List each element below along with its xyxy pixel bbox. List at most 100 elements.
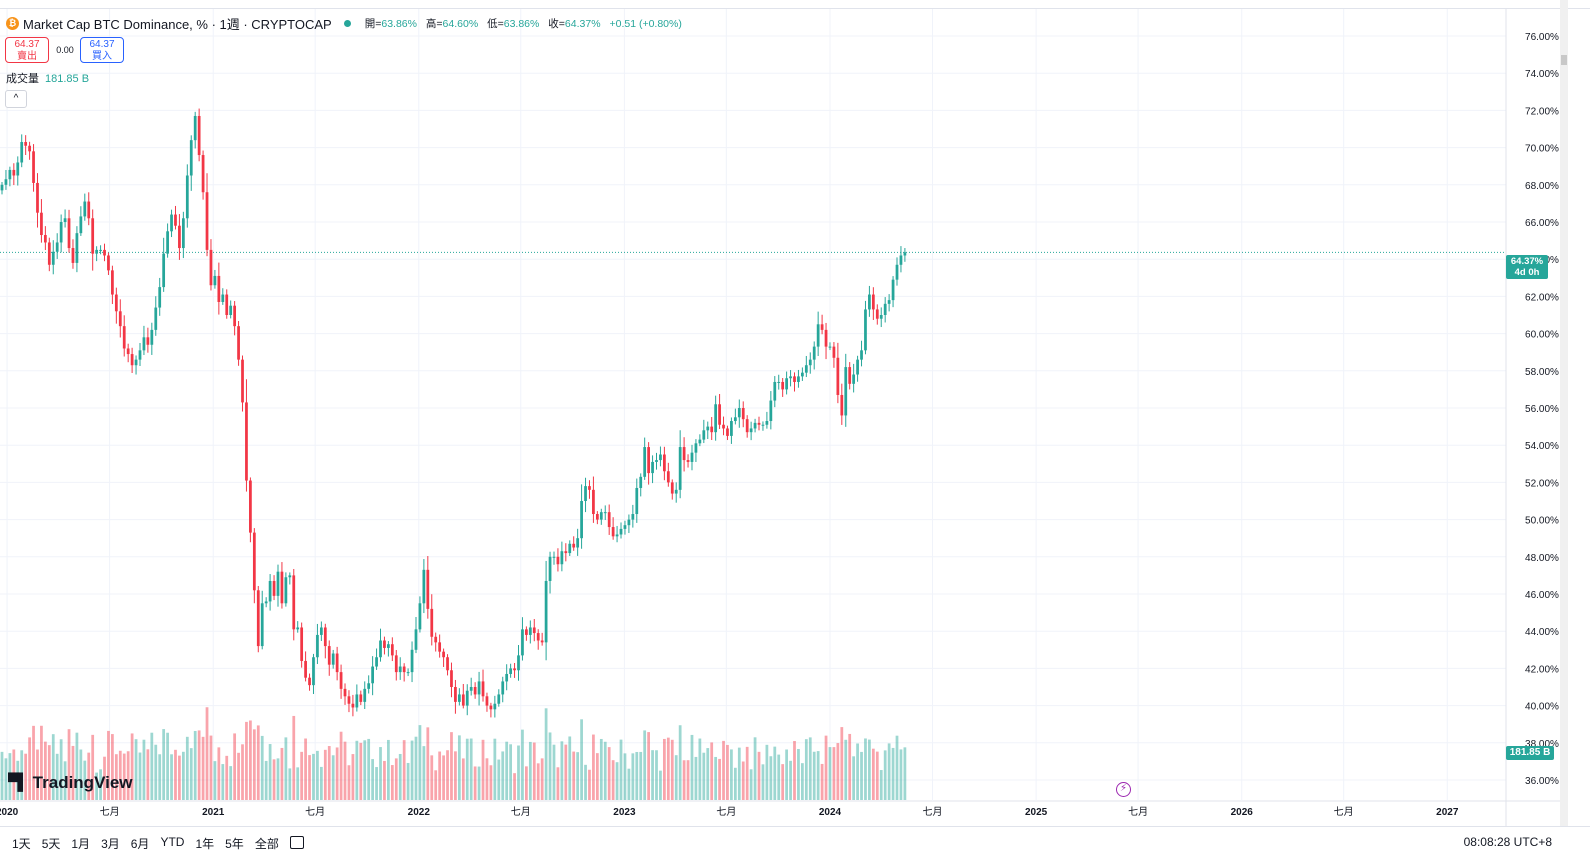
candle-body bbox=[694, 443, 698, 453]
range-button[interactable]: 1天 bbox=[12, 837, 31, 851]
volume-bar bbox=[79, 749, 83, 800]
candle-body bbox=[627, 519, 631, 526]
volume-bar bbox=[280, 747, 284, 800]
volume-bar bbox=[599, 738, 603, 800]
volume-bar bbox=[272, 759, 276, 800]
candle-body bbox=[722, 424, 725, 429]
top-border bbox=[0, 0, 1590, 9]
candle-body bbox=[83, 201, 87, 217]
volume-bar bbox=[28, 737, 31, 800]
volume-bar bbox=[777, 754, 781, 800]
volume-bar bbox=[150, 732, 154, 800]
volume-bar bbox=[438, 751, 442, 800]
candle-body bbox=[95, 249, 99, 254]
volume-bar bbox=[146, 749, 150, 800]
volume-bar bbox=[690, 734, 694, 800]
volume-legend[interactable]: 成交量 181.85 B bbox=[6, 70, 89, 86]
range-button[interactable]: YTD bbox=[160, 835, 185, 849]
scrollbar-thumb[interactable] bbox=[1561, 55, 1567, 65]
bar-countdown: 4d 0h bbox=[1514, 267, 1540, 278]
candle-body bbox=[477, 681, 481, 695]
x-tick-label: 七月 bbox=[1128, 806, 1148, 818]
candle-body bbox=[521, 629, 524, 656]
y-tick-label: 54.00% bbox=[1525, 441, 1559, 452]
x-tick-label: 七月 bbox=[922, 806, 942, 818]
candle-body bbox=[844, 367, 848, 416]
volume-bar bbox=[174, 749, 177, 800]
candle-body bbox=[24, 142, 28, 146]
vertical-scrollbar[interactable] bbox=[1560, 0, 1568, 826]
x-tick-label: 2026 bbox=[1231, 807, 1254, 818]
symbol-title[interactable]: Market Cap BTC Dominance, % · 1週 · CRYPT… bbox=[23, 16, 332, 32]
volume-bar bbox=[903, 747, 907, 800]
range-button[interactable]: 1月 bbox=[71, 837, 91, 851]
candle-body bbox=[138, 350, 142, 360]
candle-body bbox=[899, 255, 903, 265]
volume-bar bbox=[812, 751, 816, 800]
volume-bar bbox=[217, 747, 221, 800]
volume-bar bbox=[891, 747, 895, 800]
candle-body bbox=[777, 381, 781, 383]
volume-legend-value: 181.85 B bbox=[45, 73, 90, 85]
candle-body bbox=[268, 580, 272, 602]
candle-body bbox=[564, 551, 568, 554]
candle-body bbox=[599, 512, 603, 520]
sell-label: 賣出 bbox=[17, 51, 37, 62]
range-button[interactable]: 5年 bbox=[225, 837, 244, 851]
candle-body bbox=[260, 603, 264, 647]
chart-area[interactable]: 36.00% 38.00% 40.00% 42.00% 44.00% 46.00% 48.0… bbox=[0, 9, 1560, 826]
volume-bar bbox=[24, 753, 28, 800]
volume-bar bbox=[426, 727, 430, 800]
candle-body bbox=[769, 400, 773, 422]
date-range-calendar-icon[interactable] bbox=[289, 836, 304, 849]
volume-bar bbox=[895, 735, 899, 800]
volume-bar bbox=[584, 764, 587, 800]
current-price-value: 64.37% bbox=[1510, 256, 1544, 267]
volume-bar bbox=[741, 761, 745, 800]
collapse-legend-button[interactable]: ^ bbox=[5, 90, 27, 108]
buy-button[interactable]: 64.37 買入 bbox=[80, 37, 124, 63]
volume-bar bbox=[134, 739, 138, 800]
volume-bar bbox=[111, 734, 114, 800]
x-tick-label: 2025 bbox=[1025, 807, 1048, 818]
volume-bar bbox=[789, 760, 792, 800]
candle-body bbox=[414, 629, 418, 650]
range-button[interactable]: 全部 bbox=[254, 837, 279, 851]
candle-body bbox=[730, 421, 733, 436]
volume-bar bbox=[592, 734, 595, 800]
candle-body bbox=[528, 627, 532, 635]
volume-bar bbox=[185, 736, 189, 800]
volume-bar bbox=[793, 741, 796, 800]
volume-bar bbox=[450, 732, 453, 800]
lightning-icon[interactable]: ⚡ bbox=[1116, 782, 1131, 797]
candle-body bbox=[552, 556, 556, 558]
volume-bar bbox=[828, 747, 832, 800]
volume-bar bbox=[12, 749, 16, 800]
volume-bar bbox=[114, 754, 118, 800]
volume-bar bbox=[225, 755, 229, 800]
sell-button[interactable]: 64.37 賣出 bbox=[5, 37, 49, 63]
volume-bar bbox=[745, 746, 749, 800]
volume-bar bbox=[489, 765, 493, 800]
volume-bar bbox=[682, 760, 686, 800]
volume-bar bbox=[627, 768, 631, 800]
x-tick-label: 七月 bbox=[100, 806, 120, 818]
range-button[interactable]: 3月 bbox=[101, 837, 120, 851]
candle-body bbox=[678, 447, 682, 490]
candle-body bbox=[592, 489, 595, 515]
candle-body bbox=[430, 608, 434, 637]
range-button[interactable]: 1年 bbox=[195, 837, 215, 851]
range-button[interactable]: 6月 bbox=[130, 837, 150, 851]
clock[interactable]: 08:08:28 UTC+8 bbox=[1463, 835, 1552, 849]
volume-bar bbox=[71, 745, 75, 800]
y-tick-label: 42.00% bbox=[1525, 664, 1559, 675]
range-button[interactable]: 5天 bbox=[41, 837, 61, 851]
volume-bar bbox=[737, 747, 741, 800]
candle-body bbox=[158, 287, 162, 308]
y-tick-label: 50.00% bbox=[1525, 516, 1559, 527]
volume-bar bbox=[193, 730, 197, 800]
volume-bar bbox=[528, 741, 532, 800]
candle-body bbox=[181, 218, 185, 249]
volume-bar bbox=[544, 708, 548, 800]
volume-bar bbox=[296, 767, 300, 800]
